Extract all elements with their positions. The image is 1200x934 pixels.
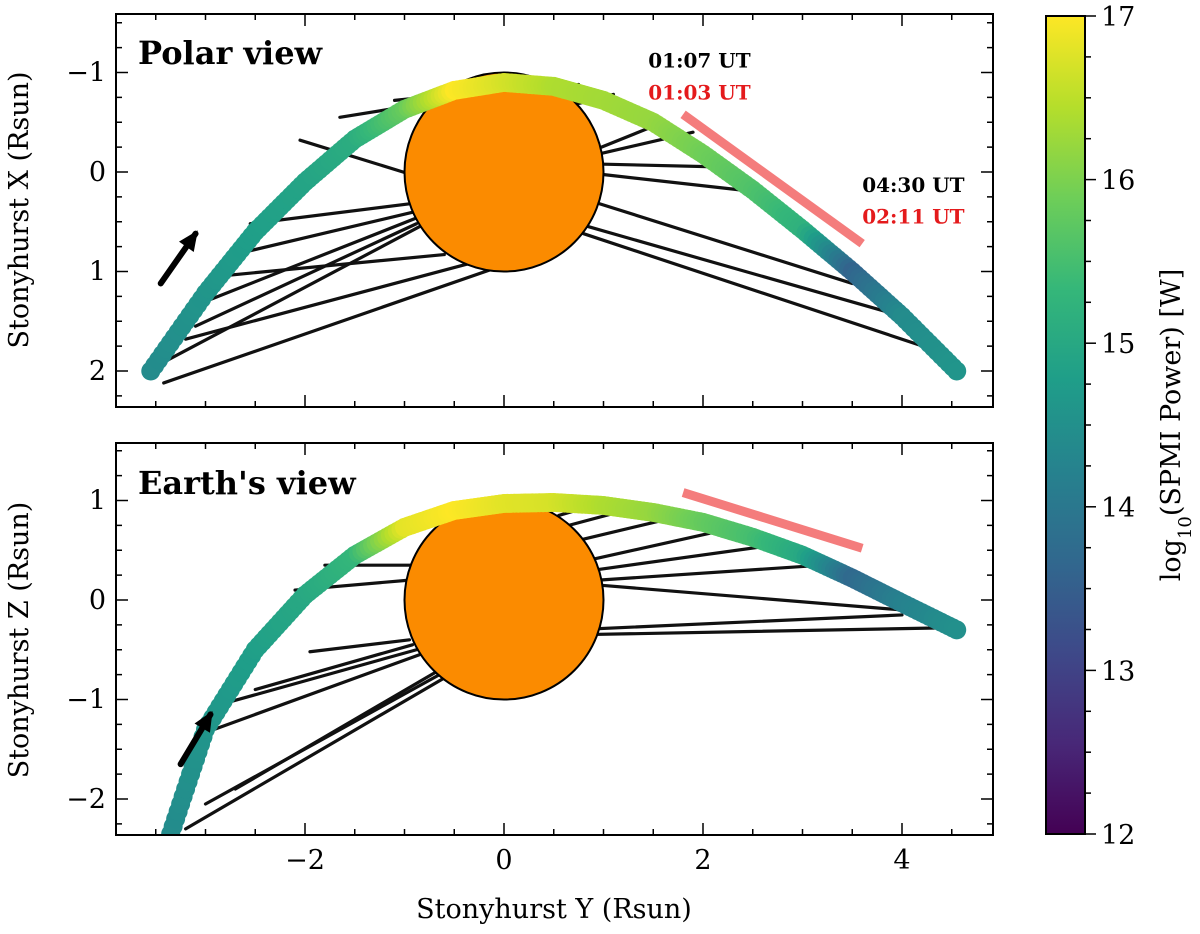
polar-view-field-line-left (223, 210, 417, 259)
earth-view-y-tick-label: 1 (89, 486, 106, 517)
earth-view-panel: −2 0 2 4 1 0 −1 −2 Earth's view Stonyhurst Z (R… (4, 442, 994, 925)
polar-view-trajectory-point (947, 361, 967, 381)
colorbar-tick-label: 12 (1101, 820, 1135, 851)
earth-view-trajectory (161, 492, 967, 835)
colorbar-ticks: 12 13 14 15 16 17 (1085, 2, 1135, 851)
colorbar-label: log10(SPMI Power) [W] (1156, 269, 1196, 581)
colorbar: 12 13 14 15 16 17 log10(SPMI Power) [W] (1045, 2, 1196, 851)
polar-view-annotations: 01:07 UT 01:03 UT 04:30 UT 02:11 UT (648, 49, 964, 229)
earth-view-xlabel: Stonyhurst Y (Rsun) (416, 894, 692, 925)
polar-view-red-segment (680, 110, 865, 248)
polar-view-field-line-right (582, 232, 934, 351)
polar-view-annotation: 02:11 UT (862, 205, 964, 229)
polar-view-field-line-left (184, 257, 486, 341)
earth-view-sun (403, 499, 605, 701)
polar-view-field-line-left (198, 217, 417, 305)
polar-view-ticks: −1 0 1 2 (66, 14, 993, 407)
polar-view-plot-area (141, 71, 967, 385)
earth-view-x-tick-label: −2 (285, 845, 325, 876)
polar-view-field-line-left (298, 138, 412, 176)
polar-view-title: Polar view (138, 34, 324, 72)
polar-view-field-lines (162, 82, 934, 385)
earth-view-ylabel: Stonyhurst Z (Rsun) (4, 502, 35, 779)
polar-view-y-tick-label: −1 (66, 58, 106, 89)
polar-view-sun (403, 71, 605, 273)
polar-view-field-line-right (596, 172, 760, 194)
earth-view-field-line-left (253, 643, 415, 692)
earth-view-x-tick-label: 4 (893, 845, 910, 876)
earth-view-x-tick-label: 2 (694, 845, 711, 876)
earth-view-red-segment (681, 488, 864, 553)
earth-view-field-line-right (586, 528, 725, 562)
earth-view-field-line-right (591, 543, 775, 572)
colorbar-gradient (1045, 15, 1086, 835)
earth-view-title: Earth's view (138, 464, 357, 502)
polar-view-trajectory (141, 72, 967, 381)
earth-view-y-tick-label: −1 (66, 685, 106, 716)
colorbar-tick-label: 16 (1101, 166, 1135, 197)
colorbar-tick-label: 15 (1101, 329, 1135, 360)
earth-view-field-line-right (570, 613, 904, 632)
colorbar-tick-label: 13 (1101, 656, 1135, 687)
colorbar-tick-label: 17 (1101, 2, 1135, 33)
earth-view-ticks: −2 0 2 4 1 0 −1 −2 (66, 443, 993, 876)
earth-view-y-tick-label: −2 (66, 784, 106, 815)
polar-view-y-tick-label: 1 (89, 257, 106, 288)
earth-view-field-line-right (572, 626, 944, 637)
polar-view-field-line-left (213, 252, 446, 279)
earth-view-field-line-left (218, 648, 419, 707)
colorbar-tick-label: 14 (1101, 493, 1135, 524)
earth-view-field-line-left (308, 638, 412, 654)
earth-view-arrow (177, 710, 214, 768)
earth-view-trajectory-point (947, 620, 967, 640)
polar-view-field-line-left (162, 259, 516, 385)
earth-view-y-tick-label: 0 (89, 585, 106, 616)
polar-view-annotation: 01:07 UT (648, 49, 750, 73)
earth-view-plot-area (161, 488, 967, 835)
earth-view-x-tick-label: 0 (495, 845, 512, 876)
polar-view-arrow (157, 230, 199, 287)
polar-view-field-line-left (164, 225, 422, 363)
polar-view-y-tick-label: 0 (89, 157, 106, 188)
polar-view-panel: −1 0 1 2 Polar view 01:07 UT 01:03 UT 04:30 U… (4, 13, 994, 408)
polar-view-annotation: 04:30 UT (862, 173, 964, 197)
polar-view-arrow-head (179, 230, 198, 252)
polar-view-ylabel: Stonyhurst X (Rsun) (4, 71, 35, 348)
earth-view-arrow-head (194, 710, 213, 733)
earth-view-field-line-left (198, 653, 422, 736)
earth-view-field-line-right (596, 583, 904, 612)
polar-view-field-line-right (586, 225, 894, 315)
polar-view-y-tick-label: 2 (89, 356, 106, 387)
colorbar-label-subscript: 10 (1175, 516, 1196, 539)
polar-view-annotation: 01:03 UT (648, 80, 750, 104)
polar-view-field-line-right (591, 200, 854, 286)
earth-view-field-line-right (596, 563, 824, 582)
